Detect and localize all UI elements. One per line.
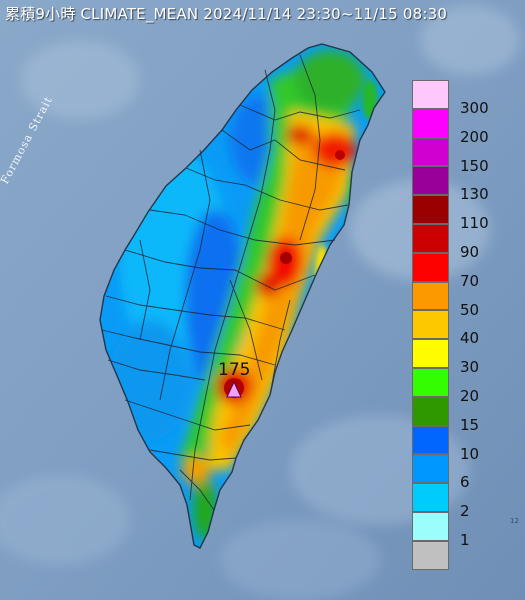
legend-label: 70 <box>460 272 480 290</box>
edge-mark: 12 <box>510 517 519 525</box>
admin-boundaries <box>99 43 386 549</box>
legend-label: 1 <box>460 531 470 549</box>
legend-label: 150 <box>460 157 489 175</box>
legend-swatch <box>412 80 449 109</box>
legend-label: 40 <box>460 329 480 347</box>
legend-label: 50 <box>460 301 480 319</box>
legend-label: 30 <box>460 358 480 376</box>
map-title: 累積9小時 CLIMATE_MEAN 2024/11/14 23:30~11/1… <box>5 5 448 23</box>
legend-label: 20 <box>460 387 480 405</box>
rainfall-legend: 300 200 150 130 110 90 70 50 40 30 20 15 10 6 2 1 <box>412 80 524 570</box>
legend-swatch <box>412 166 449 195</box>
legend-swatch <box>412 368 449 397</box>
legend-swatch <box>412 541 449 570</box>
legend-swatch <box>412 310 449 339</box>
legend-swatch <box>412 109 449 138</box>
peak-marker-icon <box>226 380 242 398</box>
legend-swatch <box>412 224 449 253</box>
legend-swatch <box>412 483 449 512</box>
legend-label: 15 <box>460 416 480 434</box>
legend-label: 300 <box>460 99 489 117</box>
legend-label: 110 <box>460 214 489 232</box>
legend-swatch <box>412 339 449 368</box>
legend-swatch <box>412 253 449 282</box>
cloud-texture <box>0 5 520 600</box>
legend-label: 130 <box>460 185 489 203</box>
legend-label: 6 <box>460 473 470 491</box>
legend-swatch <box>412 426 449 454</box>
legend-label: 200 <box>460 128 489 146</box>
legend-label: 2 <box>460 502 470 520</box>
legend-label: 10 <box>460 445 480 463</box>
legend-swatch <box>412 282 449 310</box>
legend-swatch <box>412 454 449 483</box>
legend-swatch <box>412 397 449 426</box>
legend-swatch <box>412 512 449 541</box>
legend-swatch <box>412 138 449 166</box>
legend-swatch <box>412 195 449 224</box>
peak-value-label: 175 <box>218 360 251 380</box>
legend-label: 90 <box>460 243 480 261</box>
